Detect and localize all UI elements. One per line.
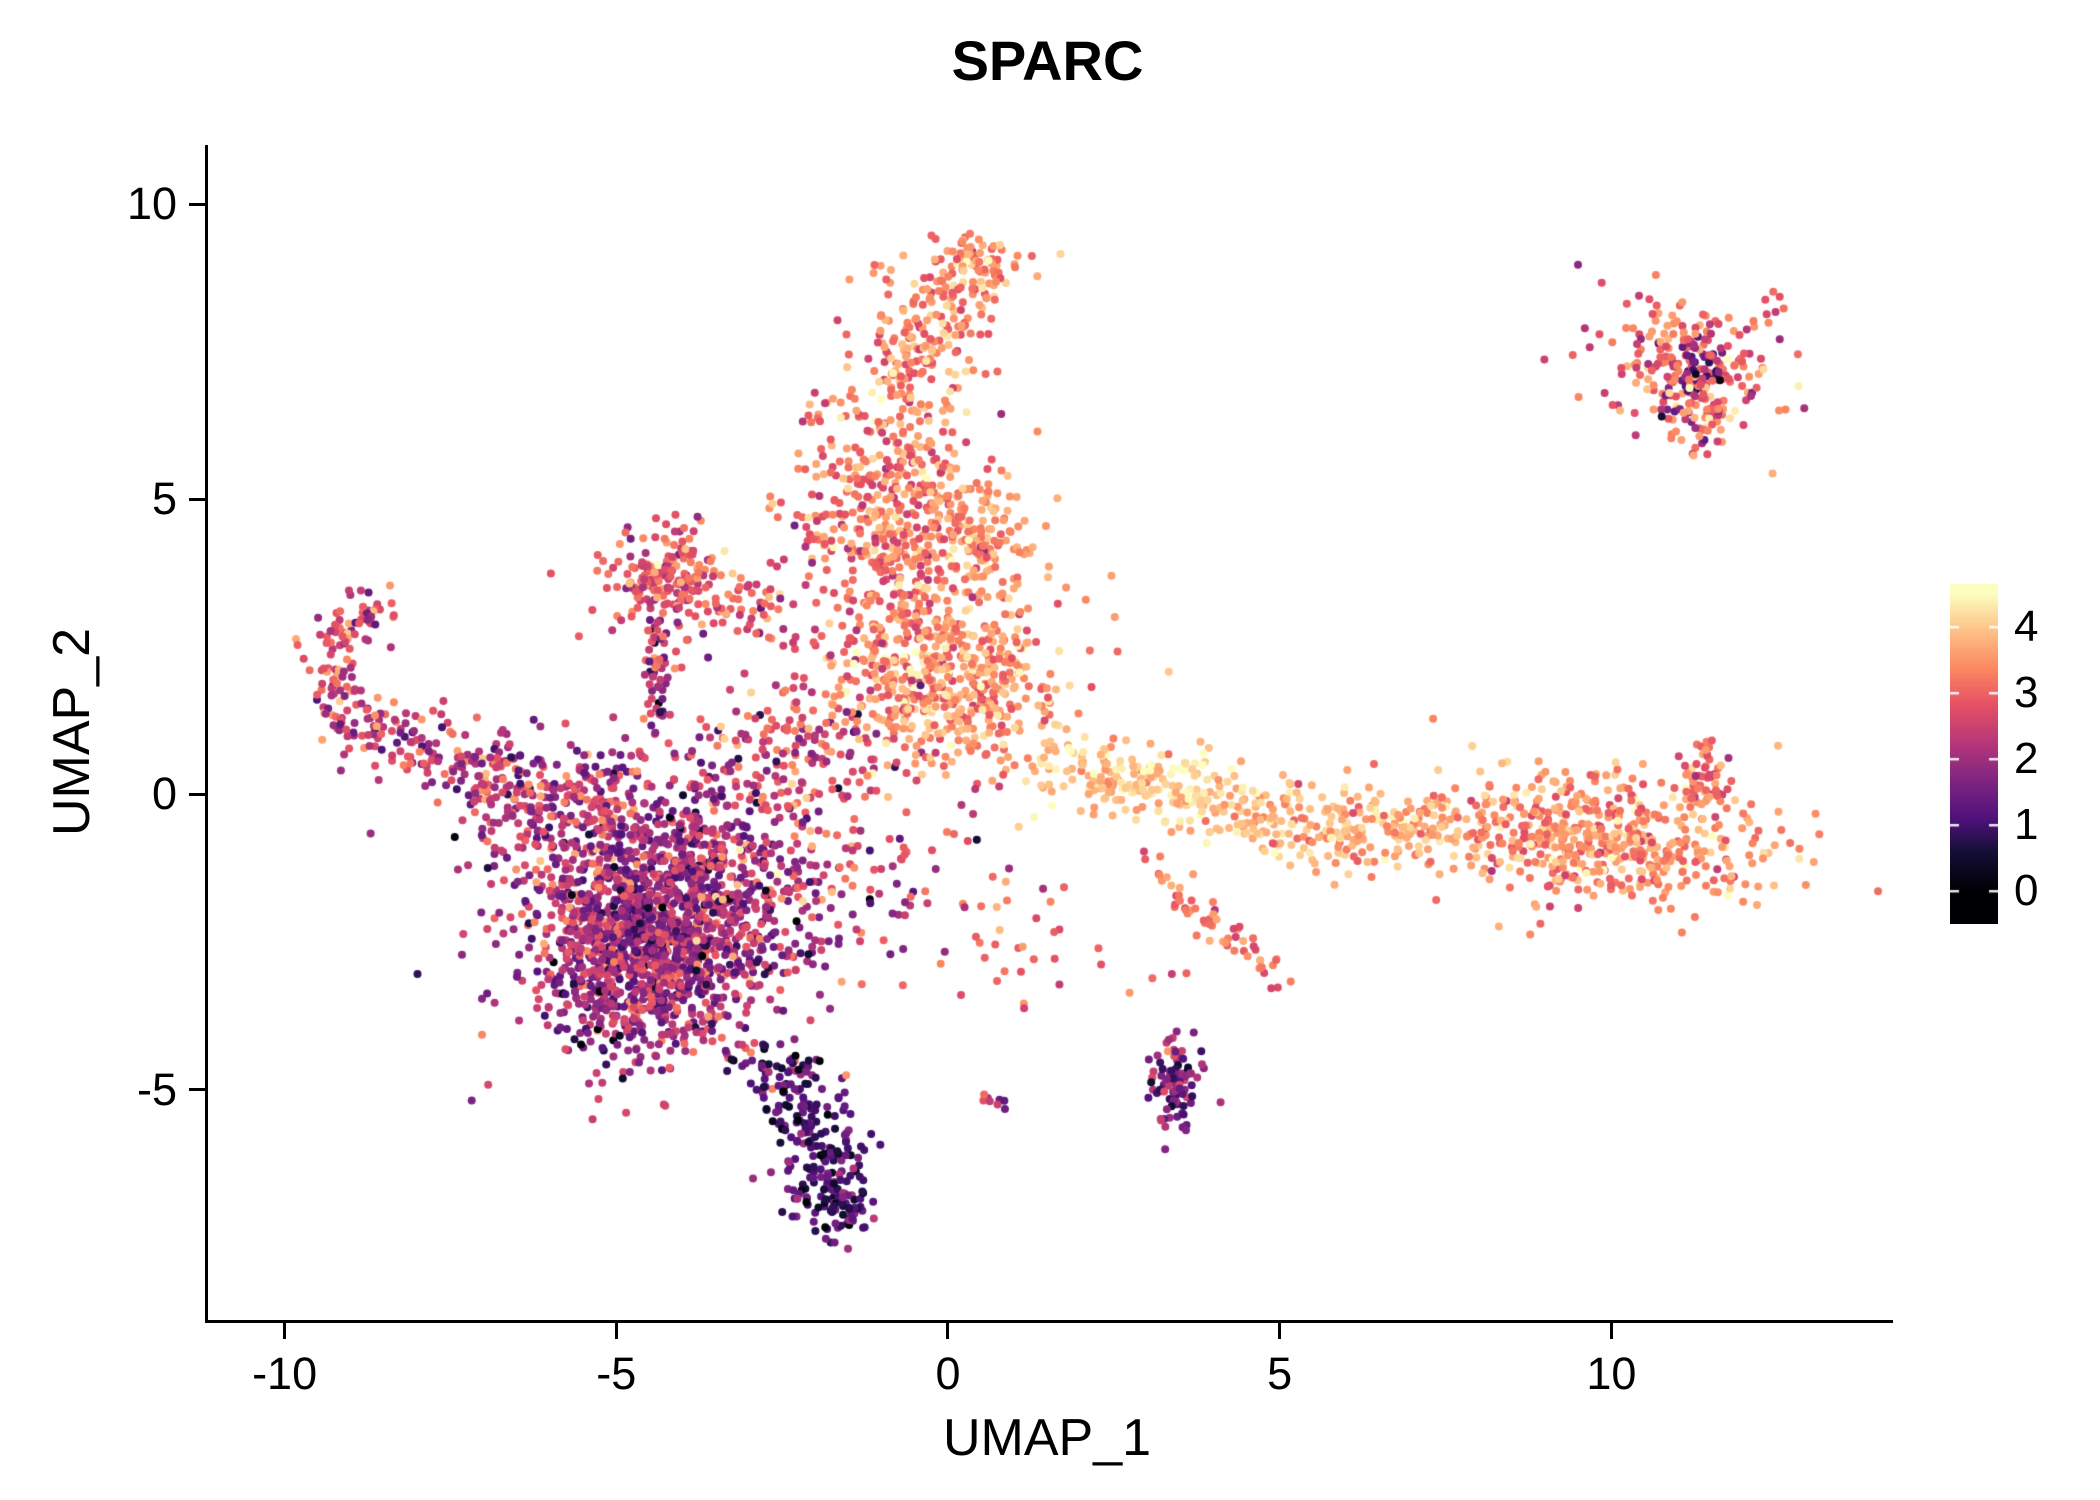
x-axis-tick — [283, 1323, 287, 1339]
colorbar-tick-label: 1 — [2014, 799, 2039, 849]
x-axis-label: UMAP_1 — [942, 1409, 1152, 1467]
x-tick-label: 10 — [1586, 1348, 1637, 1399]
colorbar-tick-label: 2 — [2014, 733, 2039, 783]
x-tick-label: 5 — [1267, 1348, 1293, 1399]
y-axis-tick — [189, 792, 205, 796]
y-axis-tick — [189, 1088, 205, 1092]
plot-panel — [205, 145, 1893, 1323]
y-tick-label: 5 — [151, 473, 177, 525]
x-tick-label: -10 — [252, 1348, 318, 1399]
x-tick-label: -5 — [596, 1348, 637, 1399]
colorbar-gradient — [1950, 584, 1998, 924]
colorbar-tick-label: 4 — [2014, 601, 2039, 651]
colorbar-tick-label: 3 — [2014, 667, 2039, 717]
y-tick-label: 10 — [126, 178, 177, 230]
x-tick-label: 0 — [935, 1348, 961, 1399]
umap-scatter-canvas — [208, 145, 1893, 1320]
y-axis-tick — [189, 497, 205, 501]
y-axis-label: UMAP_2 — [43, 627, 101, 837]
colorbar-tick-label: 0 — [2014, 865, 2039, 915]
x-axis-tick — [1278, 1323, 1282, 1339]
y-tick-label: -5 — [136, 1063, 177, 1115]
y-tick-label: 0 — [151, 768, 177, 820]
x-axis-tick — [946, 1323, 950, 1339]
y-axis-tick — [189, 202, 205, 206]
x-axis-tick — [614, 1323, 618, 1339]
plot-title: SPARC — [951, 29, 1144, 92]
x-axis-tick — [1609, 1323, 1613, 1339]
